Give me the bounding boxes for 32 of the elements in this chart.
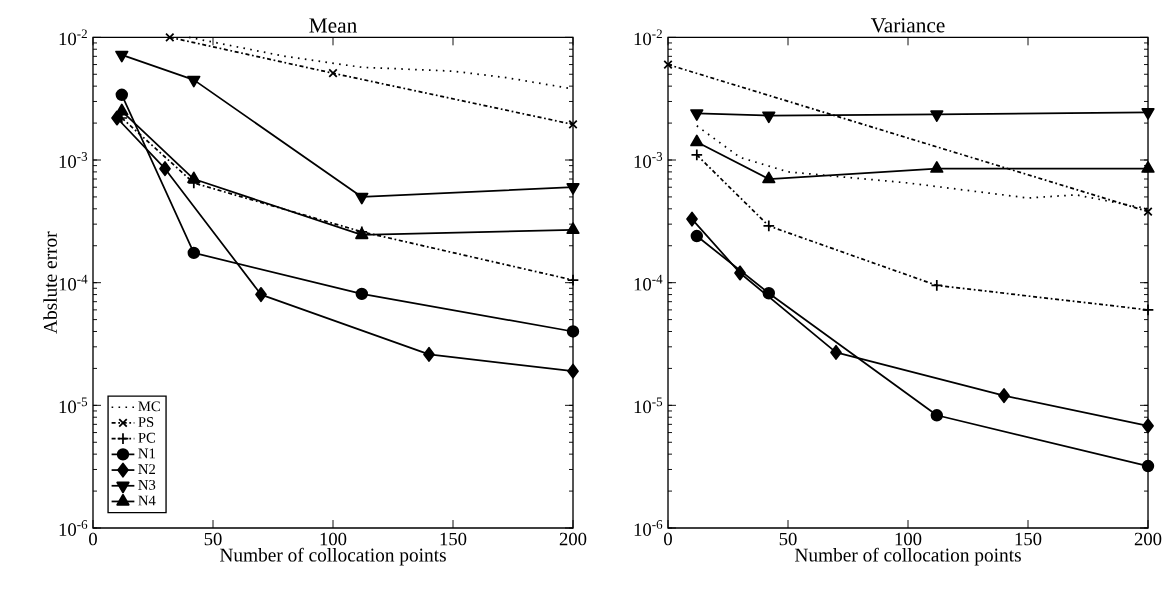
- y-tick-label: 10$^{-2}$: [634, 29, 662, 46]
- legend-label: N3: [138, 479, 156, 490]
- x-tick-label: 50: [204, 532, 222, 546]
- y-tick-label: 10$^{-6}$: [634, 520, 663, 536]
- chart-title: Mean: [309, 18, 357, 33]
- y-tick-label: 10$^{-3}$: [634, 152, 663, 168]
- x-axis-title: Number of collocation points: [795, 547, 1021, 566]
- x-axis-title: Number of collocation points: [220, 547, 446, 566]
- x-tick-label: 100: [895, 532, 922, 546]
- legend-label: N4: [138, 495, 156, 506]
- legend-label: PS: [138, 417, 154, 427]
- x-tick-label: 200: [559, 532, 587, 546]
- legend-label: N1: [138, 448, 155, 459]
- y-axis-title: Abslute error: [43, 231, 57, 334]
- y-tick-label: 10$^{-2}$: [59, 29, 87, 46]
- x-tick-label: 0: [89, 532, 97, 546]
- y-tick-label: 10$^{-5}$: [59, 397, 88, 414]
- legend-label: PC: [138, 432, 156, 443]
- x-tick-label: 150: [1015, 532, 1042, 546]
- y-tick-label: 10$^{-5}$: [634, 397, 663, 414]
- x-tick-label: 100: [320, 532, 347, 546]
- y-tick-label: 10$^{-6}$: [59, 520, 88, 536]
- x-tick-label: 150: [440, 532, 467, 546]
- legend-label: MC: [138, 401, 160, 412]
- x-tick-label: 200: [1134, 532, 1162, 546]
- y-tick-label: 10$^{-4}$: [634, 274, 663, 291]
- chart-title: Variance: [870, 18, 945, 33]
- y-tick-label: 10$^{-4}$: [59, 274, 88, 291]
- legend-label: N2: [138, 464, 156, 474]
- y-tick-label: 10$^{-3}$: [59, 152, 88, 168]
- x-tick-label: 50: [779, 532, 797, 546]
- x-tick-label: 0: [664, 532, 672, 546]
